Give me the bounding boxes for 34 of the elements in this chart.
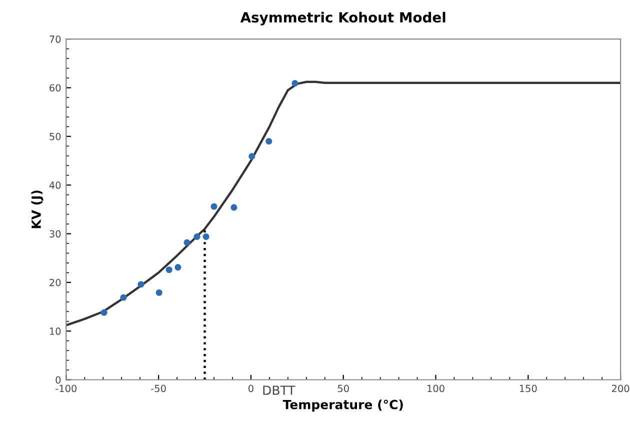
point — [120, 294, 127, 301]
point — [194, 233, 200, 240]
y-tick-label: 70 — [50, 36, 61, 43]
text: DBTT — [263, 386, 296, 395]
point — [184, 239, 190, 246]
point — [230, 204, 238, 211]
point — [166, 266, 172, 274]
x-tick-label: 100 — [428, 384, 444, 392]
line-series — [66, 80, 621, 326]
y-tick-label: 30 — [50, 230, 61, 238]
point — [292, 80, 298, 87]
x-tick-label: 0 — [248, 384, 254, 392]
x-axis-title: Temperature (°C) — [282, 400, 403, 412]
y-tick-label: 40 — [49, 182, 61, 189]
point — [174, 264, 182, 271]
point — [202, 233, 210, 240]
y-tick-label: 20 — [50, 278, 61, 286]
point — [138, 281, 144, 288]
y-axis-title: KV (J) — [31, 190, 44, 228]
x-tick-label: 150 — [520, 384, 537, 392]
y-tick-label: 0 — [56, 376, 61, 384]
x-tick-label: -50 — [151, 384, 166, 392]
chart-title: Asymmetric Kohout Model — [240, 12, 446, 26]
y-tick-label: 60 — [50, 84, 61, 92]
point — [100, 309, 108, 316]
point — [156, 289, 162, 296]
point — [266, 138, 272, 145]
point — [248, 153, 256, 160]
point — [210, 203, 218, 210]
x-tick-label: -100 — [56, 384, 77, 392]
y-tick-label: 10 — [50, 328, 61, 335]
x-tick-label: 200 — [612, 384, 630, 392]
y-tick-label: 50 — [50, 132, 61, 140]
x-tick-label: 50 — [338, 384, 349, 392]
